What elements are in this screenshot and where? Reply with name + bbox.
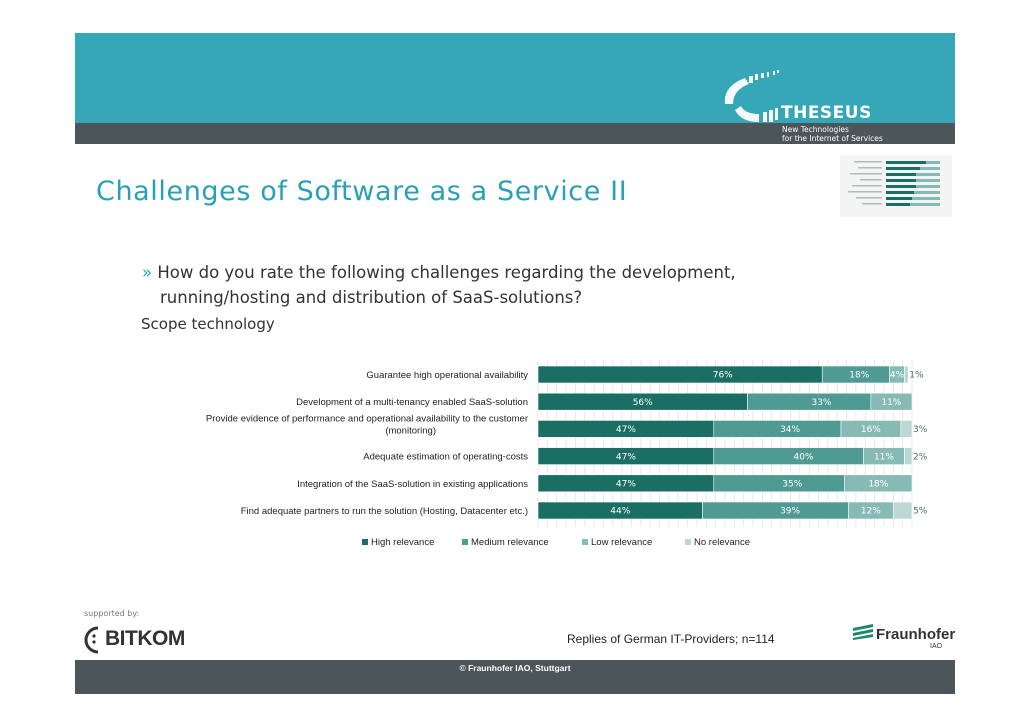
data-label: 47% (616, 452, 636, 462)
bar-segment (747, 392, 872, 411)
theseus-brand: THESEUS (781, 103, 872, 123)
theseus-logo-icon (724, 70, 779, 122)
theseus-tagline-line-1: New Technologies (782, 125, 849, 134)
slide-title: Challenges of Software as a Service II (96, 176, 628, 207)
chart-thumbnail-icon (840, 155, 952, 217)
legend-swatch (582, 539, 588, 545)
legend-swatch (685, 539, 691, 545)
data-label: 18% (868, 480, 888, 490)
bar-segment (713, 474, 845, 493)
data-label: 2% (913, 452, 928, 462)
copyright-text: © Fraunhofer IAO, Stuttgart (459, 663, 571, 673)
bar-segment (904, 447, 913, 465)
bar-segment (892, 501, 913, 520)
data-label: 47% (616, 480, 636, 490)
legend-label: High relevance (371, 537, 434, 548)
fraunhofer-logo-icon (853, 624, 873, 640)
bar-segment (900, 420, 913, 438)
data-label: 18% (849, 371, 869, 381)
data-label: 40% (794, 452, 814, 462)
category-label: (monitoring) (385, 425, 436, 436)
legend-swatch (462, 539, 468, 545)
theseus-tagline-line-2: for the Internet of Services (782, 134, 883, 143)
category-label: Adequate estimation of operating-costs (363, 452, 528, 463)
data-label: 12% (861, 507, 881, 517)
category-label: Integration of the SaaS-solution in exis… (297, 479, 528, 490)
data-label: 1% (909, 371, 924, 381)
bar-segment (537, 365, 823, 384)
iao-label: IAO (930, 643, 943, 650)
supported-by-label: supported by: (84, 609, 140, 618)
data-label: 3% (913, 425, 928, 435)
bitkom-logo-icon (84, 626, 99, 654)
legend-label: Low relevance (591, 537, 652, 548)
question-text-1: How do you rate the following challenges… (157, 263, 736, 282)
data-label: 33% (811, 398, 831, 408)
data-label: 76% (713, 371, 733, 381)
data-label: 44% (610, 507, 630, 517)
category-label: Guarantee high operational availability (366, 370, 528, 381)
data-label: 4% (890, 371, 905, 381)
header-strip (75, 123, 955, 144)
scope-label: Scope technology (141, 315, 275, 333)
data-label: 5% (913, 507, 928, 517)
bitkom-wordmark: BITKOM (105, 627, 185, 650)
question-line-1: » How do you rate the following challeng… (142, 263, 736, 282)
data-label: 16% (861, 425, 881, 435)
bar-segment (844, 474, 913, 493)
theseus-tagline: New Technologies for the Internet of Ser… (782, 125, 883, 143)
bar-segment (713, 420, 842, 438)
bullet-marker: » (142, 263, 153, 282)
data-label: 11% (881, 398, 901, 408)
data-label: 39% (780, 507, 800, 517)
data-label: 11% (874, 452, 894, 462)
data-label: 56% (633, 398, 653, 408)
source-note: Replies of German IT-Providers; n=114 (567, 632, 775, 646)
header-band (75, 33, 955, 123)
bar-segment (870, 392, 913, 411)
legend-swatch (362, 539, 368, 545)
data-label: 34% (780, 425, 800, 435)
bar-segment (904, 365, 909, 384)
category-label: Development of a multi-tenancy enabled S… (296, 397, 528, 408)
data-label: 47% (616, 425, 636, 435)
data-label: 35% (782, 480, 802, 490)
legend-label: No relevance (694, 537, 750, 548)
category-label: Provide evidence of performance and oper… (206, 413, 528, 424)
bar-segment (713, 447, 864, 465)
legend-label: Medium relevance (471, 537, 549, 548)
footer-band (75, 660, 955, 694)
category-label: Find adequate partners to run the soluti… (241, 506, 528, 517)
bar-segment (702, 501, 849, 520)
question-line-2: running/hosting and distribution of SaaS… (160, 288, 583, 307)
fraunhofer-wordmark: Fraunhofer (876, 626, 956, 643)
